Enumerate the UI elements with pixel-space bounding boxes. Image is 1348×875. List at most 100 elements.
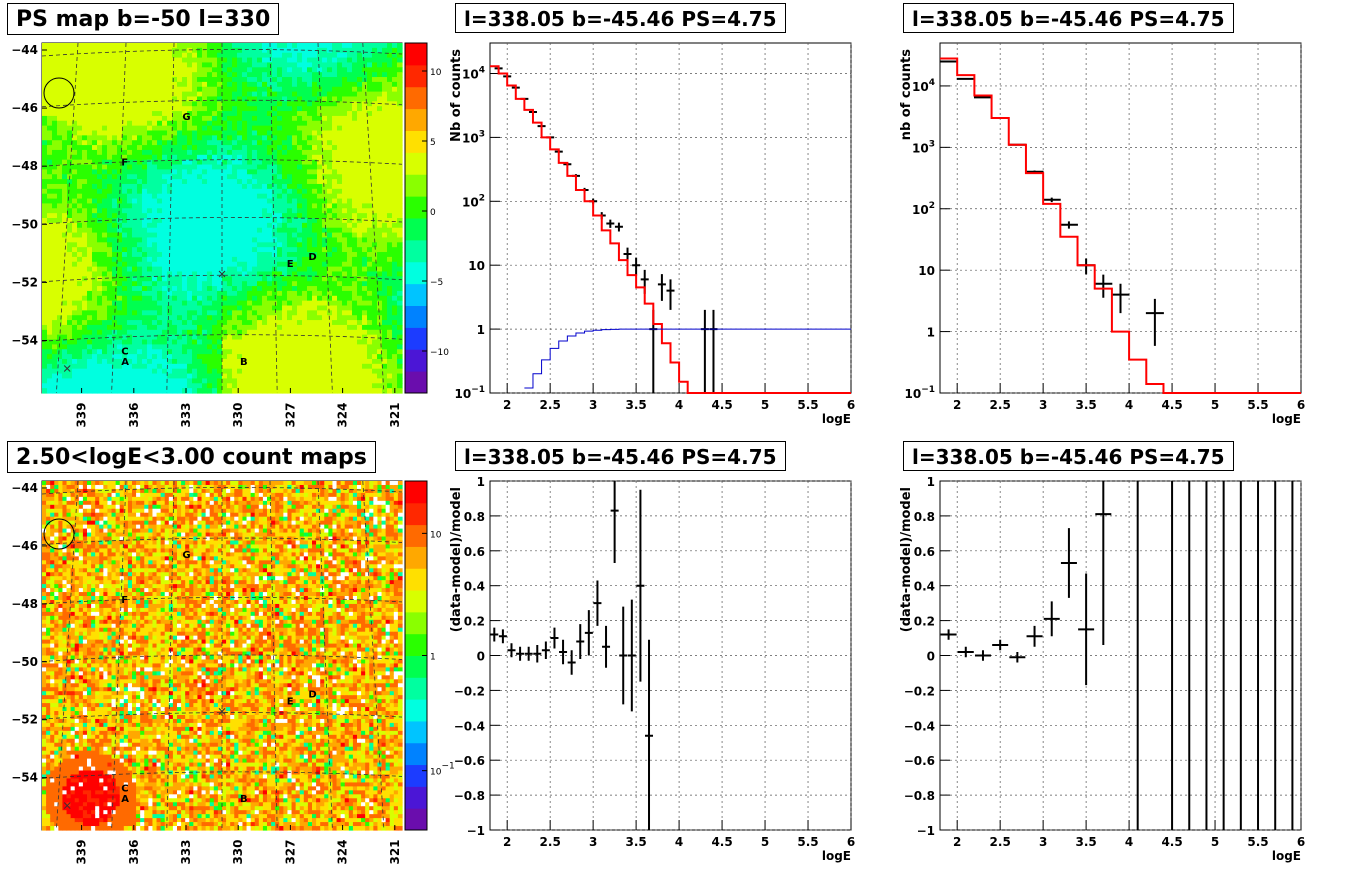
tick-label: 103 — [912, 139, 935, 155]
spec2-frame — [939, 42, 1302, 394]
tick-label: −0.4 — [904, 719, 935, 733]
tick-label: 4.5 — [711, 398, 732, 412]
source-label: E — [287, 696, 294, 707]
colorbar-step — [405, 130, 427, 153]
colorbar-step — [405, 633, 427, 656]
colorbar-step — [405, 196, 427, 219]
grid-longitude — [317, 42, 333, 394]
residual-point — [1043, 601, 1060, 637]
tick-label: 324 — [336, 402, 350, 427]
map2-colorbar — [404, 480, 428, 831]
data-point — [1059, 221, 1078, 229]
source-label: B — [240, 794, 248, 805]
grid-longitude — [111, 480, 127, 831]
map1-pixels — [42, 43, 403, 394]
tick-label: 104 — [462, 65, 485, 81]
colorbar-step — [405, 524, 427, 547]
tick-label: 3.5 — [1075, 835, 1096, 849]
tick-label: 10 — [918, 264, 935, 278]
tick-label: 6 — [1297, 835, 1305, 849]
source-label: D — [308, 252, 316, 263]
tick-label: 330 — [231, 839, 245, 864]
colorbar-step — [405, 655, 427, 678]
residual-point — [593, 580, 602, 626]
residual-point — [498, 629, 507, 644]
tick-label: −0.2 — [454, 684, 485, 698]
tick-label: −54 — [11, 334, 38, 348]
residual-point — [524, 646, 533, 661]
colorbar-step — [405, 590, 427, 613]
residual-point — [533, 645, 542, 663]
colorbar-step — [405, 371, 427, 394]
tick-label: −44 — [11, 481, 38, 495]
tick-label: 0.6 — [914, 545, 935, 559]
source-label: A — [121, 794, 129, 805]
tick-label: 1 — [927, 475, 935, 489]
residual-point — [550, 627, 559, 649]
tick-label: −0.6 — [904, 754, 935, 768]
residual-point — [1009, 652, 1026, 663]
map2-title: 2.50<logE<3.00 count maps — [7, 441, 376, 473]
colorbar-step — [405, 677, 427, 700]
tick-label: 5.5 — [1247, 398, 1268, 412]
colorbar-tick-label: 0 — [430, 208, 436, 218]
colorbar-step — [405, 239, 427, 263]
x-axis-label: logE — [1272, 849, 1301, 863]
data-point — [1145, 298, 1164, 346]
tick-label: 3 — [589, 835, 597, 849]
res1-title: l=338.05 b=-45.46 PS=4.75 — [455, 441, 786, 471]
colorbar-step — [405, 764, 427, 787]
colorbar-frame — [404, 42, 428, 394]
tick-label: 104 — [912, 78, 935, 94]
colorbar-tick-label: 1 — [430, 653, 436, 663]
colorbar-step — [405, 108, 427, 131]
residual-point — [559, 639, 568, 665]
source-circle — [43, 518, 75, 550]
map1-title: PS map b=-50 l=330 — [7, 3, 280, 35]
tick-label: 2 — [503, 398, 511, 412]
tick-label: −50 — [11, 217, 38, 231]
tick-label: 1 — [477, 323, 485, 337]
colorbar-step — [405, 481, 427, 504]
grid-longitude — [111, 42, 127, 394]
map2-coord-grid — [41, 480, 403, 831]
spec1-frame — [489, 42, 852, 394]
tick-label: 5 — [761, 398, 769, 412]
tick-label: 4 — [1125, 835, 1133, 849]
map2-pixels — [42, 481, 403, 831]
tick-label: −0.8 — [454, 789, 485, 803]
tick-label: 5.5 — [1247, 835, 1268, 849]
colorbar-step — [405, 546, 427, 569]
residual-point — [619, 606, 628, 705]
data-point — [1094, 274, 1113, 298]
tick-label: 3 — [1039, 835, 1047, 849]
grid-longitude — [269, 480, 278, 831]
tick-label: 5 — [761, 835, 769, 849]
colorbar-step — [405, 152, 427, 175]
tick-label: −54 — [11, 771, 38, 785]
tick-label: 0.6 — [464, 545, 485, 559]
tick-label: 4.5 — [1161, 835, 1182, 849]
source-label: B — [240, 357, 248, 368]
tick-label: −46 — [11, 101, 38, 115]
grid-longitude — [269, 42, 278, 394]
tick-label: 2 — [503, 835, 511, 849]
residual-point — [584, 610, 593, 656]
data-point — [666, 279, 675, 310]
tick-label: 2 — [953, 835, 961, 849]
colorbar-tick-label: 10−1 — [430, 762, 455, 778]
source-label: E — [287, 259, 294, 270]
source-label: C — [121, 347, 128, 358]
tick-label: 0.2 — [464, 615, 485, 629]
tick-label: 6 — [847, 835, 855, 849]
colorbar-step — [405, 568, 427, 591]
tick-label: −52 — [11, 713, 38, 727]
data-point — [657, 274, 666, 301]
tick-label: 6 — [1297, 398, 1305, 412]
data-point — [614, 222, 623, 232]
data-point — [606, 219, 615, 228]
colorbar-step — [405, 261, 427, 285]
tick-label: −0.4 — [454, 719, 485, 733]
tick-label: 4.5 — [711, 835, 732, 849]
residual-point — [610, 481, 619, 564]
